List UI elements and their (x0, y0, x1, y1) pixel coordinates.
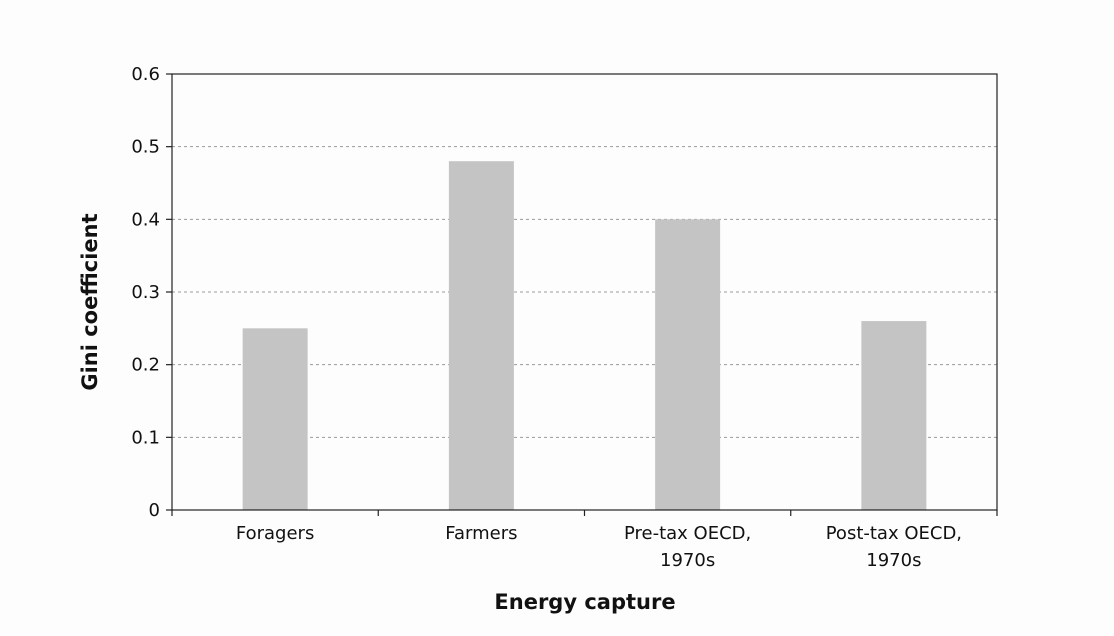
bar-4 (861, 321, 927, 510)
y-axis-title: Gini coefficient (78, 213, 102, 390)
x-tick-label-line: 1970s (660, 550, 715, 571)
y-tick-label: 0.2 (131, 355, 160, 376)
x-axis-title: Energy capture (494, 590, 675, 614)
y-tick-label: 0 (149, 500, 160, 521)
bars (242, 161, 927, 511)
x-tick-label: Farmers (445, 523, 517, 544)
y-tick-label: 0.1 (131, 427, 160, 448)
x-tick-label-line: Foragers (236, 523, 314, 544)
y-tick-label: 0.4 (131, 209, 160, 230)
y-tick-label: 0.5 (131, 137, 160, 158)
x-axis-ticks: Foragers Farmers Pre-tax OECD, 1970sPost-ta… (171, 510, 998, 571)
x-tick-label-line: Post-tax OECD, (826, 523, 962, 544)
bar-1 (242, 328, 308, 510)
x-tick-label-line: 1970s (866, 550, 921, 571)
x-tick-label: Pre-tax OECD, 1970s (624, 523, 751, 571)
y-tick-label: 0.6 (131, 64, 160, 85)
x-tick-label: Post-tax OECD, 1970s (826, 523, 962, 571)
x-tick-label-line: Farmers (445, 523, 517, 544)
y-tick-label: 0.3 (131, 282, 160, 303)
x-tick-label-line: Pre-tax OECD, (624, 523, 751, 544)
x-tick-label: Foragers (236, 523, 314, 544)
bar-2 (448, 161, 514, 510)
bar-3 (655, 219, 721, 511)
y-axis-ticks: 0 0.1 0.2 0.3 0.4 0.5 0.6 (131, 64, 172, 521)
